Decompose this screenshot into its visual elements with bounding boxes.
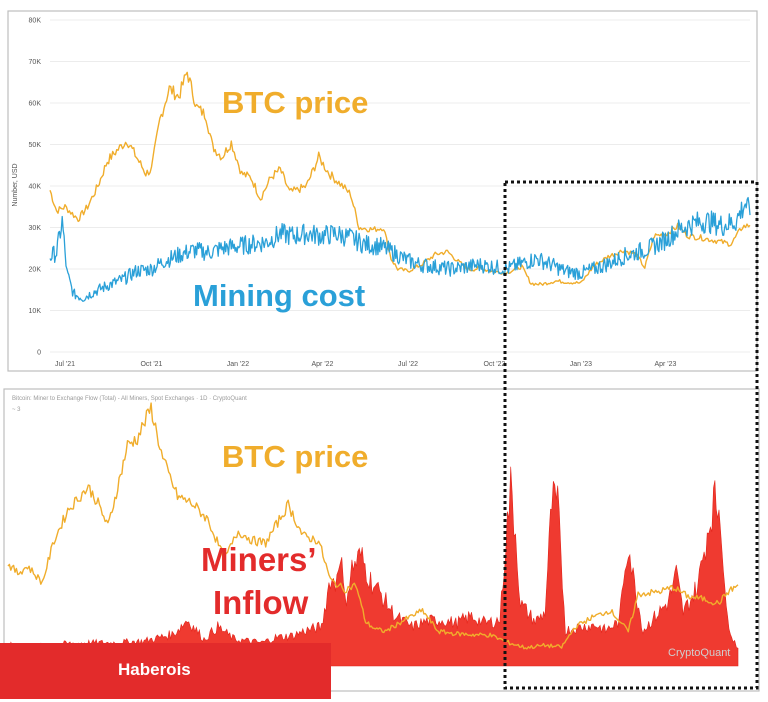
top-x-tick-label: Oct '22	[483, 361, 505, 368]
bottom-inflow-label: Inflow	[213, 584, 309, 621]
top-x-tick-label: Jan '22	[227, 361, 249, 368]
bottom-miners-inflow-area	[7, 466, 739, 667]
bottom-btc-price-label: BTC price	[222, 439, 368, 474]
top-x-tick-label: Apr '22	[311, 361, 333, 368]
top-mining-cost-line	[49, 196, 751, 302]
top-y-tick-label: 30K	[29, 225, 42, 232]
top-y-tick-label: 10K	[29, 308, 42, 315]
top-y-axis-title: Number, USD	[12, 163, 19, 206]
bottom-source-title: Bitcoin: Miner to Exchange Flow (Total) …	[12, 396, 247, 402]
top-y-axis: 0 10K 20K 30K 40K 50K 60K 70K 80K	[29, 18, 42, 357]
brand-banner	[0, 643, 331, 699]
top-grid	[50, 19, 750, 353]
cryptoquant-watermark: CryptoQuant	[668, 647, 730, 659]
highlight-box	[503, 180, 759, 690]
top-y-tick-label: 20K	[29, 267, 42, 274]
top-x-tick-label: Jul '21	[55, 361, 75, 368]
bottom-lines	[7, 402, 739, 650]
bottom-miners-label: Miners’	[201, 541, 317, 578]
top-panel-frame	[7, 10, 758, 372]
top-y-tick-label: 60K	[29, 101, 42, 108]
top-btc-price-label: BTC price	[222, 85, 368, 120]
top-y-tick-label: 40K	[29, 184, 42, 191]
top-y-tick-label: 70K	[29, 59, 42, 66]
top-y-tick-label: 0	[37, 350, 41, 357]
top-x-tick-label: Jul '22	[398, 361, 418, 368]
top-x-tick-label: Jan '23	[570, 361, 592, 368]
top-y-tick-label: 50K	[29, 142, 42, 149]
top-y-tick-label: 80K	[29, 18, 42, 25]
brand-name: Haberois	[118, 660, 191, 679]
bottom-btc-price-line	[7, 402, 739, 650]
top-btc-price-line	[49, 71, 751, 286]
bottom-dropdown[interactable]: ~ 3	[12, 407, 21, 413]
top-x-axis: Jul '21 Oct '21 Jan '22 Apr '22 Jul '22 Oct '…	[55, 361, 676, 368]
top-x-tick-label: Oct '21	[140, 361, 162, 368]
top-x-tick-label: Apr '23	[654, 361, 676, 368]
bottom-inflow-area	[7, 466, 739, 667]
top-mining-cost-label: Mining cost	[193, 278, 365, 313]
top-lines	[49, 71, 751, 302]
